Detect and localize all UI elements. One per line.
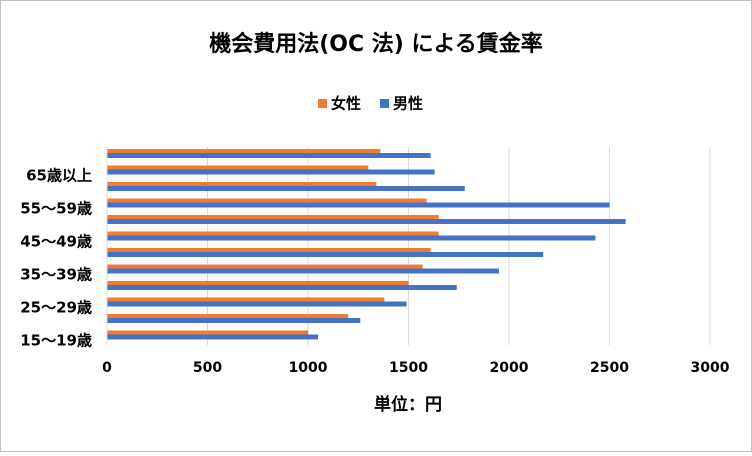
y-tick-label: 65歳以上 xyxy=(26,166,92,184)
y-tick-label: 45～49歳 xyxy=(20,232,92,250)
bar xyxy=(107,330,308,336)
bar xyxy=(107,215,439,220)
x-tick-label: 1000 xyxy=(289,360,328,376)
legend-label: 男性 xyxy=(393,95,423,113)
bar xyxy=(107,264,423,270)
x-tick-label: 3000 xyxy=(691,360,730,376)
y-tick-label: 25～29歳 xyxy=(20,298,92,316)
legend-swatch xyxy=(318,99,327,108)
bar xyxy=(107,297,385,303)
bar xyxy=(107,268,499,274)
legend-label: 女性 xyxy=(331,95,361,113)
bar xyxy=(107,165,369,171)
bar xyxy=(107,281,409,286)
x-tick-label: 2000 xyxy=(490,360,529,376)
x-tick-label: 1500 xyxy=(389,360,428,376)
legend-swatch xyxy=(380,99,389,108)
bar xyxy=(107,301,407,307)
x-tick-label: 0 xyxy=(102,360,112,376)
bar xyxy=(107,149,381,154)
chart-title: 機会費用法(OC 法) による賃金率 xyxy=(209,31,543,57)
bar xyxy=(107,334,319,340)
y-tick-label: 15～19歳 xyxy=(20,331,92,349)
bar xyxy=(107,235,596,241)
bar xyxy=(107,186,465,191)
bar xyxy=(107,231,439,237)
bar xyxy=(107,285,457,290)
y-tick-label: 35～39歳 xyxy=(20,265,92,283)
bar xyxy=(107,169,435,175)
bar xyxy=(107,153,431,158)
bar xyxy=(107,202,610,208)
x-tick-label: 2500 xyxy=(590,360,629,376)
y-tick-label: 55～59歳 xyxy=(20,199,92,217)
bar xyxy=(107,314,349,319)
bar xyxy=(107,198,427,204)
x-tick-label: 500 xyxy=(193,360,222,376)
bar xyxy=(107,318,361,323)
x-axis-title: 単位：円 xyxy=(374,394,442,415)
bar xyxy=(107,248,431,253)
bar xyxy=(107,252,544,257)
bar xyxy=(107,219,626,224)
bar xyxy=(107,182,377,187)
